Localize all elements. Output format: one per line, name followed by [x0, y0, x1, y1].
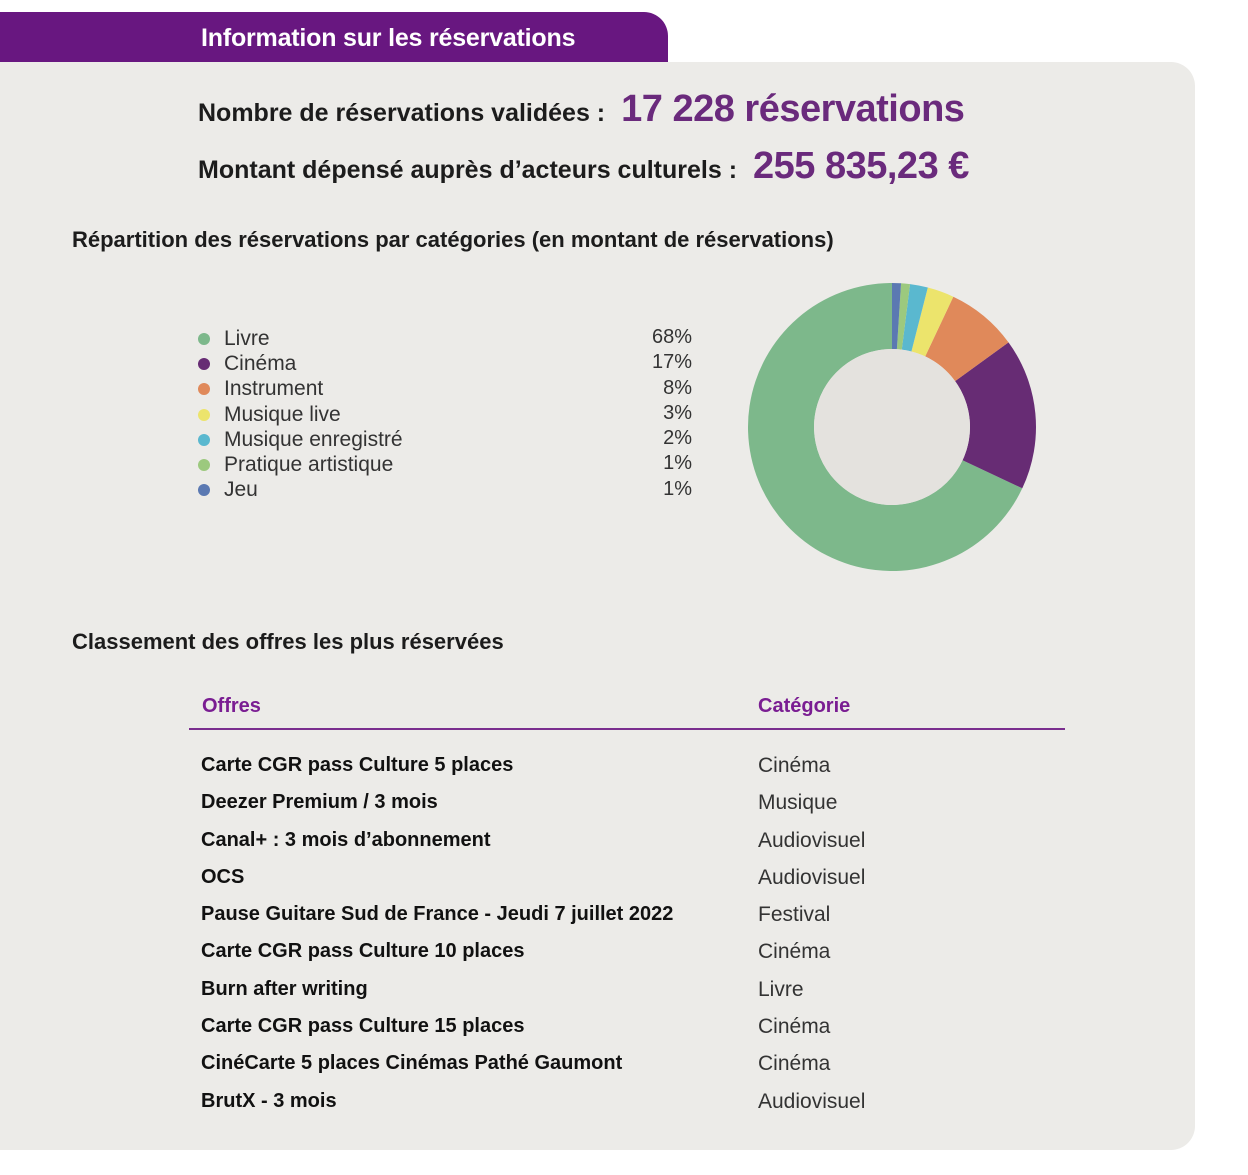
legend-dot: [198, 357, 210, 370]
header-category: Catégorie: [758, 695, 851, 717]
table-body: Carte CGR pass Culture 5 places Cinéma Dee…: [189, 750, 1065, 1123]
legend-label: Jeu: [224, 478, 258, 502]
reservations-label: Nombre de réservations validées :: [198, 99, 606, 127]
chart-title: Répartition des réservations par catégor…: [72, 227, 834, 252]
legend-dot: [198, 484, 210, 497]
table-row: Canal+ : 3 mois d’abonnement Audiovisuel: [189, 825, 1065, 862]
legend-dot: [198, 459, 210, 472]
amount-stat: Montant dépensé auprès d’acteurs culture…: [198, 145, 969, 188]
offer-name: Carte CGR pass Culture 5 places: [201, 754, 514, 776]
legend-dot: [198, 408, 210, 421]
legend-percent: 1%: [663, 452, 692, 475]
offer-name: Carte CGR pass Culture 15 places: [201, 1015, 525, 1038]
legend-item: Cinéma 17%: [196, 351, 696, 376]
offer-category: Audiovisuel: [758, 1089, 866, 1113]
table-row: OCS Audiovisuel: [189, 862, 1065, 899]
offer-name: OCS: [201, 865, 245, 888]
legend-item: Musique enregistré 2%: [196, 427, 696, 452]
offer-category: Festival: [758, 903, 831, 927]
donut-chart: [748, 283, 1036, 571]
legend-percent: 17%: [651, 351, 692, 374]
donut-hole: [814, 349, 970, 505]
legend-label: Cinéma: [224, 351, 297, 375]
table-row: BrutX - 3 mois Audiovisuel: [189, 1086, 1065, 1123]
reservations-stat: Nombre de réservations validées : 17 228…: [198, 88, 965, 131]
legend-percent: 1%: [663, 477, 692, 500]
amount-label: Montant dépensé auprès d’acteurs culture…: [198, 156, 738, 184]
donut-slice-livre: [748, 283, 1023, 571]
ranking-title: Classement des offres les plus réservées: [72, 629, 504, 654]
offer-name: BrutX - 3 mois: [201, 1089, 337, 1112]
legend-label: Livre: [224, 326, 270, 350]
legend-label: Pratique artistique: [224, 453, 394, 477]
legend-percent: 3%: [663, 401, 692, 424]
legend-dot: [198, 332, 210, 345]
legend-percent: 2%: [663, 427, 692, 450]
header-offers: Offres: [202, 695, 261, 717]
info-panel: [0, 62, 1195, 1150]
donut-slice-pratique-artistique: [896, 283, 911, 350]
reservations-value: 17 228 réservations: [621, 88, 965, 130]
legend-item: Livre 68%: [196, 326, 696, 351]
table-header: Offres Catégorie: [189, 690, 1065, 730]
donut-slice-instrument: [925, 296, 1009, 382]
legend-item: Pratique artistique 1%: [196, 452, 696, 477]
donut-slice-jeu: [892, 283, 902, 350]
offer-category: Livre: [758, 977, 804, 1001]
chart-legend: Livre 68% Cinéma 17% Instrument 8% Musique liv…: [196, 326, 696, 503]
section-tab: Information sur les réservations: [0, 12, 668, 64]
offer-name: Burn after writing: [201, 977, 368, 1000]
donut-slice-musique-enregistr-: [901, 284, 928, 352]
amount-value: 255 835,23 €: [753, 145, 969, 187]
legend-percent: 68%: [651, 326, 692, 348]
offer-name: CinéCarte 5 places Cinémas Pathé Gaumont: [201, 1052, 623, 1075]
offer-category: Cinéma: [758, 940, 831, 964]
offer-category: Cinéma: [758, 754, 831, 777]
table-row: Burn after writing Livre: [189, 974, 1065, 1011]
legend-item: Musique live 3%: [196, 402, 696, 427]
legend-percent: 8%: [663, 376, 692, 399]
table-row: Carte CGR pass Culture 15 places Cinéma: [189, 1011, 1065, 1048]
offer-category: Audiovisuel: [758, 865, 866, 889]
offer-category: Audiovisuel: [758, 828, 866, 852]
table-row: CinéCarte 5 places Cinémas Pathé Gaumont…: [189, 1048, 1065, 1085]
offer-name: Canal+ : 3 mois d’abonnement: [201, 828, 491, 851]
ranking-table: Offres Catégorie Carte CGR pass Culture …: [189, 690, 1065, 1113]
legend-label: Instrument: [224, 377, 324, 401]
offer-name: Deezer Premium / 3 mois: [201, 791, 438, 814]
offer-category: Cinéma: [758, 1052, 831, 1076]
section-title: Information sur les réservations: [201, 23, 576, 52]
offer-name: Carte CGR pass Culture 10 places: [201, 940, 525, 963]
table-row: Carte CGR pass Culture 5 places Cinéma: [189, 750, 1065, 787]
legend-label: Musique live: [224, 402, 341, 426]
legend-item: Jeu 1%: [196, 478, 696, 503]
table-row: Carte CGR pass Culture 10 places Cinéma: [189, 936, 1065, 973]
table-row: Deezer Premium / 3 mois Musique: [189, 787, 1065, 824]
table-row: Pause Guitare Sud de France - Jeudi 7 ju…: [189, 899, 1065, 936]
legend-item: Instrument 8%: [196, 377, 696, 402]
offer-category: Musique: [758, 791, 838, 815]
donut-slice-musique-live: [911, 287, 954, 357]
donut-slice-cin-ma: [955, 342, 1036, 489]
offer-category: Cinéma: [758, 1015, 831, 1039]
legend-label: Musique enregistré: [224, 427, 403, 451]
offer-name: Pause Guitare Sud de France - Jeudi 7 ju…: [201, 903, 674, 926]
legend-dot: [198, 433, 210, 446]
legend-dot: [198, 383, 210, 396]
